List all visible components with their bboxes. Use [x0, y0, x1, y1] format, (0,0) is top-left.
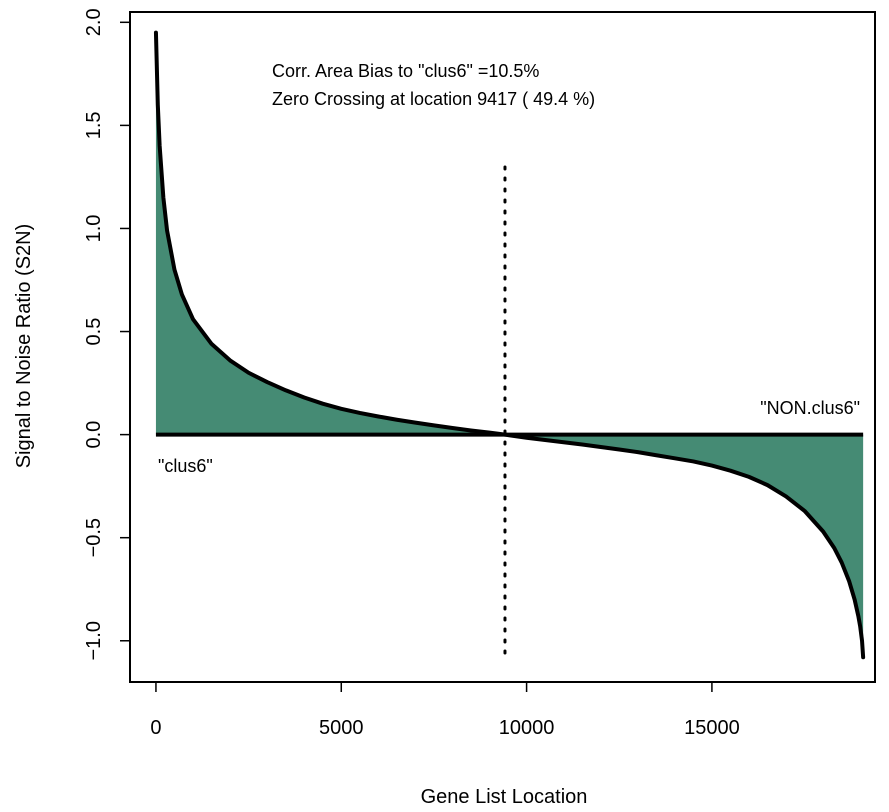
corr-area-bias-annotation: Corr. Area Bias to "clus6" =10.5%	[272, 61, 539, 81]
positive-class-label: "clus6"	[158, 456, 213, 476]
x-tick-label: 0	[150, 717, 161, 739]
negative-class-label: "NON.clus6"	[760, 398, 860, 418]
y-tick-label: 1.0	[83, 215, 105, 243]
x-tick-label: 10000	[499, 717, 555, 739]
y-axis-title: Signal to Noise Ratio (S2N)	[13, 224, 35, 469]
y-tick-label: 0.0	[83, 421, 105, 449]
y-tick-label: −0.5	[83, 518, 105, 557]
s2n-curve	[153, 30, 866, 660]
plot-area	[153, 30, 866, 662]
y-tick-label: 0.5	[83, 318, 105, 346]
x-axis: 0 5000 10000 15000	[150, 681, 740, 739]
y-tick-label: −1.0	[83, 621, 105, 660]
y-tick-label: 2.0	[83, 8, 105, 36]
x-tick-label: 15000	[684, 717, 740, 739]
y-axis: −1.0 −0.5 0.0 0.5 1.0 1.5 2.0	[83, 8, 131, 661]
x-axis-title: Gene List Location	[421, 786, 588, 808]
zero-crossing-annotation: Zero Crossing at location 9417 ( 49.4 %)	[272, 89, 595, 109]
y-tick-label: 1.5	[83, 111, 105, 139]
x-tick-label: 5000	[319, 717, 364, 739]
